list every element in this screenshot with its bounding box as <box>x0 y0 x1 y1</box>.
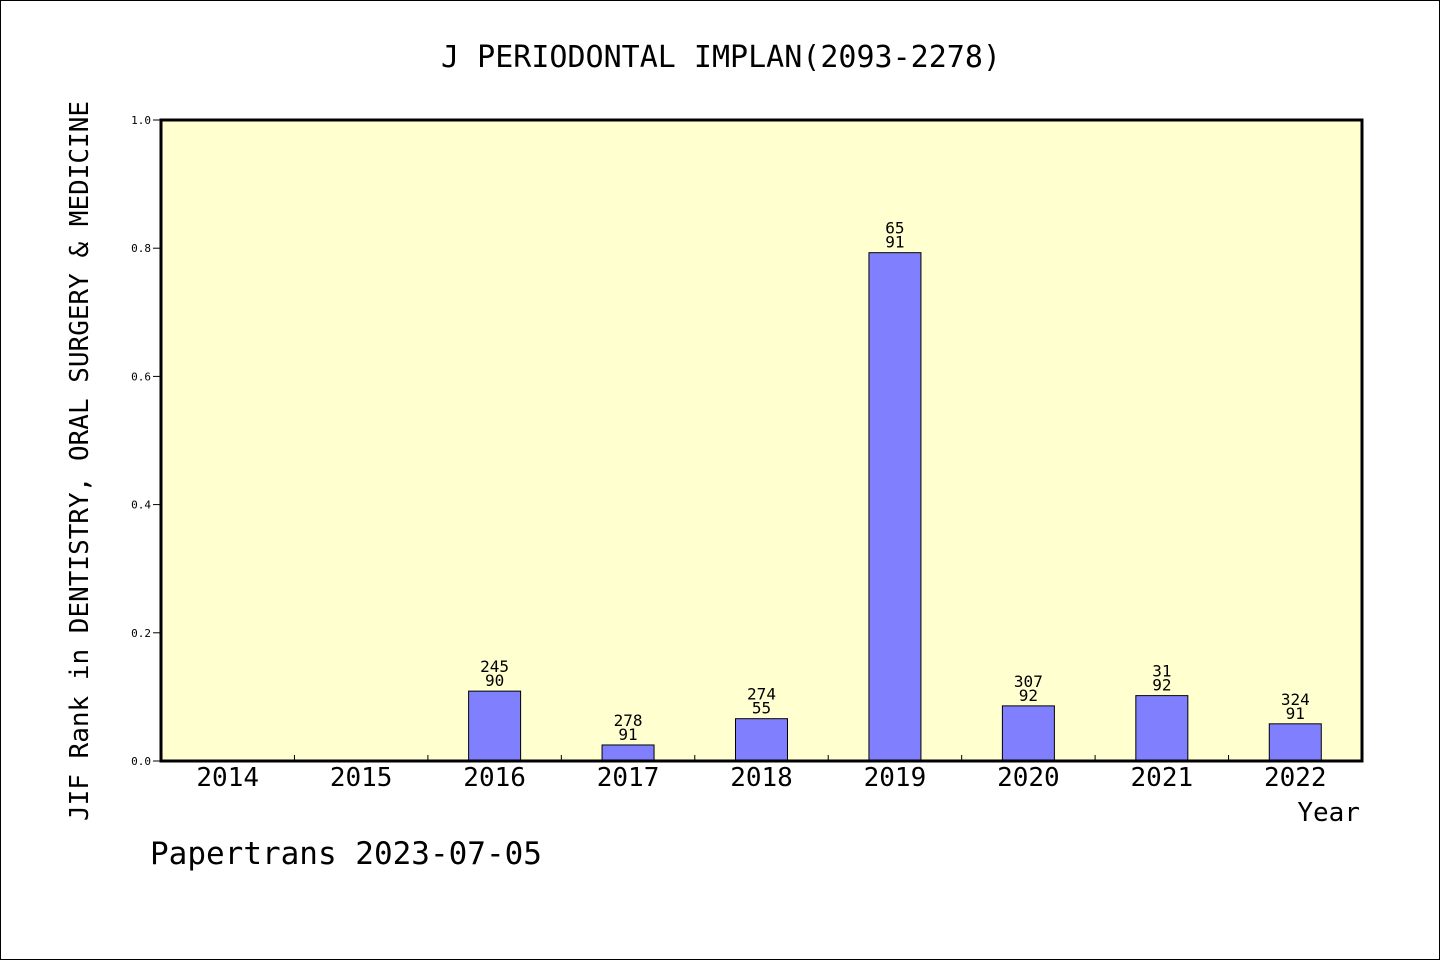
bar-2016 <box>468 690 522 762</box>
y-tick-label: 1.0 <box>131 114 151 127</box>
y-tick-label: 0.4 <box>131 499 151 512</box>
x-axis-tick-labels: 2014 2015 2016 2017 2018 2019 2020 2021 2022 <box>196 763 1326 793</box>
bar-label-bottom: 91 <box>618 725 637 744</box>
bars <box>468 252 1322 762</box>
bar-2019 <box>868 252 922 762</box>
plot-border <box>159 118 1364 763</box>
bar-2020 <box>1001 705 1055 762</box>
y-axis-tick-labels: 0.0 0.2 0.4 0.6 0.8 1.0 <box>131 114 151 768</box>
x-tick-label: 2022 <box>1264 763 1327 793</box>
x-tick-label: 2016 <box>463 763 526 793</box>
bar-label-bottom: 92 <box>1019 686 1038 705</box>
plot-area <box>161 120 1362 761</box>
x-tick-label: 2021 <box>1131 763 1194 793</box>
x-tick-label: 2019 <box>864 763 927 793</box>
bar-2022 <box>1268 723 1322 762</box>
bar-label-top: 274 <box>747 685 776 704</box>
chart-title: J PERIODONTAL IMPLAN(2093-2278) <box>441 40 1001 75</box>
x-tick-label: 2014 <box>196 763 259 793</box>
y-axis-label: JIF Rank in DENTISTRY, ORAL SURGERY & ME… <box>65 101 95 821</box>
bar-2017 <box>601 744 655 762</box>
y-tick-label: 0.0 <box>131 755 151 768</box>
x-tick-label: 2015 <box>330 763 393 793</box>
bar-label-bottom: 90 <box>485 671 504 690</box>
bar-label-top: 324 <box>1281 690 1310 709</box>
bar-2021 <box>1135 695 1189 762</box>
bar-label-top: 31 <box>1152 662 1171 681</box>
bar-2018 <box>735 718 788 762</box>
bar-label-top: 278 <box>614 711 643 730</box>
bar-label-bottom: 55 <box>752 699 771 718</box>
y-tick-label: 0.6 <box>131 370 151 383</box>
x-tick-label: 2018 <box>730 763 793 793</box>
x-axis-label: Year <box>1297 798 1360 828</box>
y-tick-label: 0.8 <box>131 242 151 255</box>
x-tick-label: 2017 <box>597 763 660 793</box>
bar-label-bottom: 91 <box>1286 704 1305 723</box>
bar-label-top: 65 <box>885 219 904 238</box>
footer-credit: Papertrans 2023-07-05 <box>150 836 542 872</box>
bar-label-bottom: 92 <box>1152 676 1171 695</box>
x-tick-label: 2020 <box>997 763 1060 793</box>
y-tick-label: 0.2 <box>131 627 151 640</box>
bar-label-top: 245 <box>480 657 509 676</box>
bar-label-bottom: 91 <box>885 233 904 252</box>
bar-label-top: 307 <box>1014 672 1043 691</box>
